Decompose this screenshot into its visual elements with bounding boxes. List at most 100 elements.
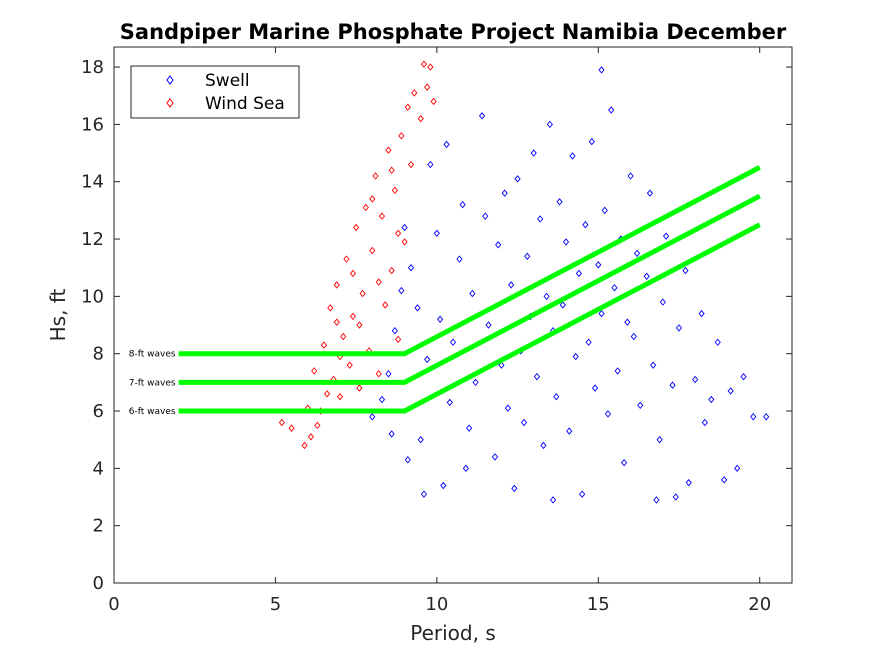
y-axis-label: Hs, ft (46, 288, 70, 341)
swell-point-6 (407, 264, 415, 272)
swell-point-50 (579, 490, 586, 498)
wind-sea-point-24 (378, 212, 386, 220)
wind-sea-point-35 (417, 114, 424, 123)
wind-sea-point-23 (375, 370, 382, 378)
swell-point-71 (650, 361, 657, 369)
wind-sea-point-22 (372, 172, 379, 180)
swell-point-44 (559, 301, 566, 309)
wind-sea-point-46 (333, 318, 340, 326)
wind-sea-point-19 (362, 203, 369, 212)
swell-point-12 (437, 315, 444, 324)
wind-sea-point-43 (375, 278, 382, 286)
swell-point-86 (727, 387, 734, 395)
swell-point-4 (398, 286, 405, 295)
swell-point-83 (708, 395, 715, 404)
y-axis-ticks: 0 2 4 6 8 10 12 14 16 18 (81, 57, 792, 594)
swell-point-42 (553, 392, 560, 401)
wind-sea-point-49 (388, 166, 395, 174)
swell-point-82 (701, 418, 708, 427)
swell-point-49 (575, 269, 582, 278)
swell-point-18 (466, 424, 473, 432)
swell-point-75 (669, 381, 676, 389)
swell-point-80 (692, 375, 699, 384)
threshold-line-0 (178, 165, 761, 357)
swell-point-93 (440, 481, 447, 490)
swell-point-26 (498, 361, 505, 369)
x-tick-label-2: 10 (425, 594, 448, 615)
swell-point-96 (404, 456, 411, 464)
threshold-label-1: 7-ft waves (129, 378, 176, 388)
swell-point-73 (659, 298, 666, 306)
swell-point-1 (378, 395, 386, 404)
wind-sea-point-6 (320, 341, 327, 349)
swell-point-81 (698, 309, 705, 318)
swell-point-89 (750, 413, 757, 421)
wind-sea-point-32 (404, 103, 411, 111)
wind-sea-point-47 (349, 269, 356, 278)
wind-sea-point-7 (324, 390, 331, 398)
swell-point-61 (614, 367, 621, 375)
y-tick-label-9: 18 (81, 57, 104, 78)
swell-point-33 (524, 252, 531, 260)
swell-point-16 (456, 255, 463, 263)
wind-sea-point-29 (395, 335, 402, 344)
swell-point-53 (588, 137, 595, 146)
legend-wind-sea-marker (166, 98, 174, 108)
swell-point-76 (672, 493, 679, 501)
swell-point-15 (449, 338, 457, 346)
swell-point-98 (550, 496, 557, 504)
y-tick-label-5: 10 (81, 286, 104, 307)
swell-point-17 (459, 200, 466, 209)
swell-point-11 (433, 229, 440, 238)
y-tick-label-4: 8 (93, 344, 104, 365)
x-tick-label-4: 20 (748, 594, 771, 615)
swell-point-90 (763, 413, 770, 421)
wind-sea-point-27 (388, 266, 395, 275)
swell-point-40 (546, 120, 553, 129)
legend-swell-label: Swell (205, 71, 250, 91)
threshold-lines: 8-ft waves 7-ft waves 6-ft waves (129, 165, 761, 417)
swell-point-21 (478, 112, 486, 120)
wind-sea-point-38 (427, 63, 434, 71)
swell-point-66 (630, 332, 637, 341)
swell-point-94 (511, 484, 518, 493)
wind-sea-point-36 (420, 60, 428, 68)
x-tick-label-0: 0 (108, 594, 119, 615)
plot-frame (113, 46, 793, 584)
wind-sea-point-18 (359, 289, 366, 298)
legend-swell-marker (166, 75, 174, 85)
threshold-label-0: 8-ft waves (129, 350, 176, 360)
swell-point-27 (501, 189, 508, 197)
swell-point-2 (385, 370, 392, 378)
legend-box (130, 65, 300, 119)
swell-point-74 (663, 232, 670, 240)
swell-point-56 (598, 309, 605, 318)
swell-point-67 (633, 249, 641, 258)
chart-title: Sandpiper Marine Phosphate Project Namib… (120, 20, 787, 44)
wind-sea-point-1 (288, 424, 295, 432)
wind-sea-point-28 (391, 186, 398, 195)
swell-point-59 (608, 106, 615, 114)
swell-point-9 (424, 355, 431, 364)
swell-point-24 (491, 453, 499, 461)
wind-sea-point-37 (424, 83, 431, 91)
plot-background (114, 47, 792, 583)
swell-point-60 (611, 284, 618, 292)
swell-point-54 (591, 384, 599, 392)
swell-point-91 (598, 66, 605, 74)
swell-point-64 (624, 318, 631, 326)
swell-point-45 (562, 238, 570, 246)
wind-sea-point-42 (356, 321, 363, 329)
swell-point-28 (504, 404, 511, 412)
x-axis-ticks: 0 5 10 15 20 (108, 47, 771, 615)
wind-sea-point-13 (343, 255, 350, 263)
wind-sea-point-21 (369, 246, 376, 255)
threshold-line-2 (178, 222, 761, 414)
wind-sea-point-12 (340, 332, 347, 341)
swell-point-38 (540, 441, 547, 450)
swell-point-29 (508, 281, 515, 289)
swell-point-52 (585, 338, 592, 346)
wind-sea-point-33 (407, 160, 415, 169)
swell-point-65 (627, 172, 634, 180)
